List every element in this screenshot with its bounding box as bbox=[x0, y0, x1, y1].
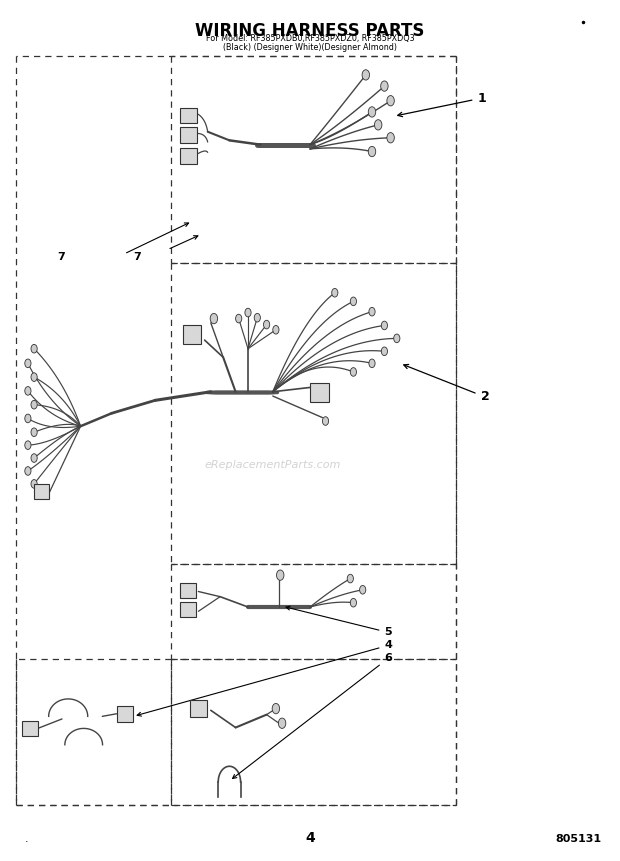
Text: 4: 4 bbox=[137, 641, 392, 716]
Circle shape bbox=[381, 347, 388, 356]
Text: (Black) (Designer White)(Designer Almond): (Black) (Designer White)(Designer Almond… bbox=[223, 43, 397, 52]
Circle shape bbox=[272, 703, 280, 714]
Circle shape bbox=[264, 320, 270, 329]
Circle shape bbox=[273, 325, 279, 334]
Circle shape bbox=[350, 368, 356, 376]
FancyBboxPatch shape bbox=[310, 383, 329, 402]
Circle shape bbox=[31, 400, 37, 409]
FancyBboxPatch shape bbox=[180, 602, 196, 617]
Circle shape bbox=[394, 334, 400, 343]
Circle shape bbox=[25, 467, 31, 475]
Circle shape bbox=[31, 344, 37, 353]
FancyBboxPatch shape bbox=[180, 148, 197, 164]
FancyBboxPatch shape bbox=[180, 583, 196, 598]
FancyBboxPatch shape bbox=[180, 127, 197, 143]
Circle shape bbox=[278, 718, 286, 728]
Circle shape bbox=[347, 574, 353, 583]
Circle shape bbox=[360, 585, 366, 594]
Circle shape bbox=[236, 314, 242, 323]
Circle shape bbox=[374, 120, 382, 130]
Circle shape bbox=[368, 107, 376, 117]
FancyBboxPatch shape bbox=[190, 700, 207, 717]
FancyBboxPatch shape bbox=[183, 325, 202, 344]
Circle shape bbox=[25, 414, 31, 423]
FancyBboxPatch shape bbox=[180, 108, 197, 123]
Circle shape bbox=[31, 480, 37, 488]
Circle shape bbox=[25, 387, 31, 395]
Text: 805131: 805131 bbox=[556, 834, 601, 844]
FancyBboxPatch shape bbox=[34, 484, 49, 499]
Text: 1: 1 bbox=[398, 91, 486, 117]
Circle shape bbox=[322, 417, 329, 425]
Circle shape bbox=[387, 96, 394, 106]
Circle shape bbox=[381, 321, 388, 330]
FancyBboxPatch shape bbox=[22, 721, 38, 736]
Text: 2: 2 bbox=[404, 364, 489, 403]
Text: WIRING HARNESS PARTS: WIRING HARNESS PARTS bbox=[195, 22, 425, 40]
Circle shape bbox=[31, 373, 37, 381]
Circle shape bbox=[254, 313, 260, 322]
Text: 6: 6 bbox=[232, 653, 392, 778]
Circle shape bbox=[25, 359, 31, 368]
Circle shape bbox=[387, 133, 394, 143]
Text: 5: 5 bbox=[286, 606, 392, 637]
Circle shape bbox=[368, 146, 376, 157]
Text: eReplacementParts.com: eReplacementParts.com bbox=[205, 460, 341, 470]
Circle shape bbox=[362, 70, 370, 80]
Text: For Model: RF385PXDB0,RF385PXDZ0, RF385PXDQ3: For Model: RF385PXDB0,RF385PXDZ0, RF385P… bbox=[206, 34, 414, 42]
Circle shape bbox=[350, 297, 356, 306]
Text: 7: 7 bbox=[57, 252, 64, 262]
Text: 4: 4 bbox=[305, 831, 315, 845]
FancyBboxPatch shape bbox=[117, 706, 133, 722]
Circle shape bbox=[31, 428, 37, 437]
Circle shape bbox=[381, 81, 388, 91]
Circle shape bbox=[369, 359, 375, 368]
Circle shape bbox=[210, 313, 218, 324]
Circle shape bbox=[277, 570, 284, 580]
Circle shape bbox=[25, 441, 31, 449]
Circle shape bbox=[31, 454, 37, 462]
Text: .: . bbox=[25, 834, 29, 844]
Text: 7: 7 bbox=[133, 252, 141, 262]
Circle shape bbox=[350, 598, 356, 607]
Circle shape bbox=[332, 288, 338, 297]
Circle shape bbox=[245, 308, 251, 317]
Circle shape bbox=[369, 307, 375, 316]
